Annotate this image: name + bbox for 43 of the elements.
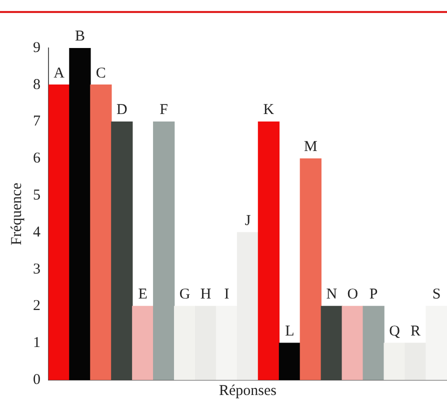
y-tick-label: 5 [33,187,40,204]
x-tick-label: R [410,324,421,340]
x-tick-label: S [432,286,441,303]
bar [69,48,91,380]
bar [153,121,175,380]
bar [90,84,112,380]
x-tick-label: K [263,102,274,118]
x-tick-label: E [138,286,148,303]
bar [278,342,301,380]
bar [362,306,384,380]
bar [111,121,133,380]
y-tick-label: 2 [33,298,40,314]
bar [132,306,154,380]
x-tick-label: B [74,28,85,44]
y-axis-title: Fréquence [8,182,25,246]
y-tick-label: 3 [33,261,40,278]
x-tick-label: H [200,286,212,303]
x-tick-label: A [54,65,65,82]
x-tick-label: P [369,286,378,303]
y-tick-label: 6 [33,150,41,167]
x-tick-label: J [244,212,251,229]
x-tick-label: M [304,139,318,156]
x-tick-label: O [347,286,358,303]
y-tick-label: 9 [33,40,40,56]
x-tick-label: G [179,286,190,303]
y-tick-label: 0 [33,372,40,388]
y-tick-label: 7 [33,114,41,130]
x-tick-label: F [160,102,168,118]
bar [48,84,70,380]
x-tick-label: N [326,286,338,303]
y-tick-label: 8 [33,76,40,93]
bar [320,306,342,380]
x-tick-label: Q [389,324,400,340]
x-tick-label: D [116,102,128,118]
x-tick-label: I [224,286,230,303]
y-tick-label: 4 [33,224,41,240]
x-axis-title: Réponses [219,382,277,399]
bar [342,306,364,380]
x-tick-label: C [96,65,106,82]
x-tick-label: L [285,324,294,340]
y-tick-label: 1 [33,335,40,352]
bar [258,121,280,380]
bar [300,158,322,380]
